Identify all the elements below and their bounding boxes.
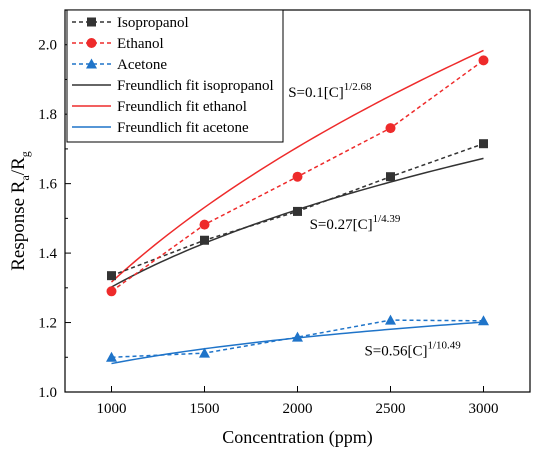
fit-equation-annotation: S=0.56[C]1/10.49 (364, 340, 461, 360)
legend-label: Acetone (117, 57, 167, 73)
x-tick-label: 1500 (190, 401, 220, 417)
data-point-isopropanol (386, 172, 395, 182)
y-tick-label: 1.2 (38, 316, 57, 332)
data-point-isopropanol (479, 139, 488, 149)
y-tick-label: 2.0 (38, 38, 57, 54)
legend-label: Freundlich fit acetone (117, 120, 249, 136)
data-point-isopropanol (200, 235, 209, 245)
fit-curve-ethanol (110, 49, 484, 283)
data-point-ethanol (478, 55, 489, 66)
legend-label: Freundlich fit isopropanol (117, 78, 274, 94)
legend-marker-acetone (86, 58, 97, 69)
y-tick-label: 1.0 (38, 385, 57, 401)
data-point-ethanol (385, 123, 396, 134)
data-point-acetone (385, 314, 396, 325)
legend-marker-ethanol (86, 38, 97, 48)
data-point-ethanol (292, 171, 303, 182)
data-point-ethanol (106, 286, 117, 297)
data-point-acetone (292, 331, 303, 342)
data-point-isopropanol (293, 206, 302, 216)
y-tick-label: 1.8 (38, 107, 57, 123)
x-tick-label: 2000 (283, 401, 313, 417)
fit-equation-annotation: S=0.1[C]1/2.68 (288, 81, 372, 101)
y-axis-label: Response Ra/Rg (8, 151, 32, 271)
x-tick-label: 2500 (376, 401, 406, 417)
data-point-acetone (199, 347, 210, 358)
legend-label: Freundlich fit ethanol (117, 99, 247, 115)
data-point-acetone (106, 351, 117, 362)
x-axis-label: Concentration (ppm) (222, 427, 372, 448)
x-tick-label: 3000 (469, 401, 499, 417)
data-point-ethanol (199, 219, 210, 230)
x-tick-label: 1000 (97, 401, 127, 417)
y-tick-label: 1.4 (38, 246, 57, 262)
data-point-isopropanol (107, 271, 116, 281)
y-tick-label: 1.6 (38, 177, 57, 193)
legend-marker-isopropanol (87, 17, 96, 27)
legend-label: Ethanol (117, 36, 164, 52)
fit-equation-annotation: S=0.27[C]1/4.39 (310, 213, 401, 233)
legend-label: Isopropanol (117, 15, 189, 31)
legend-box (66, 9, 284, 143)
data-point-acetone (478, 315, 489, 326)
